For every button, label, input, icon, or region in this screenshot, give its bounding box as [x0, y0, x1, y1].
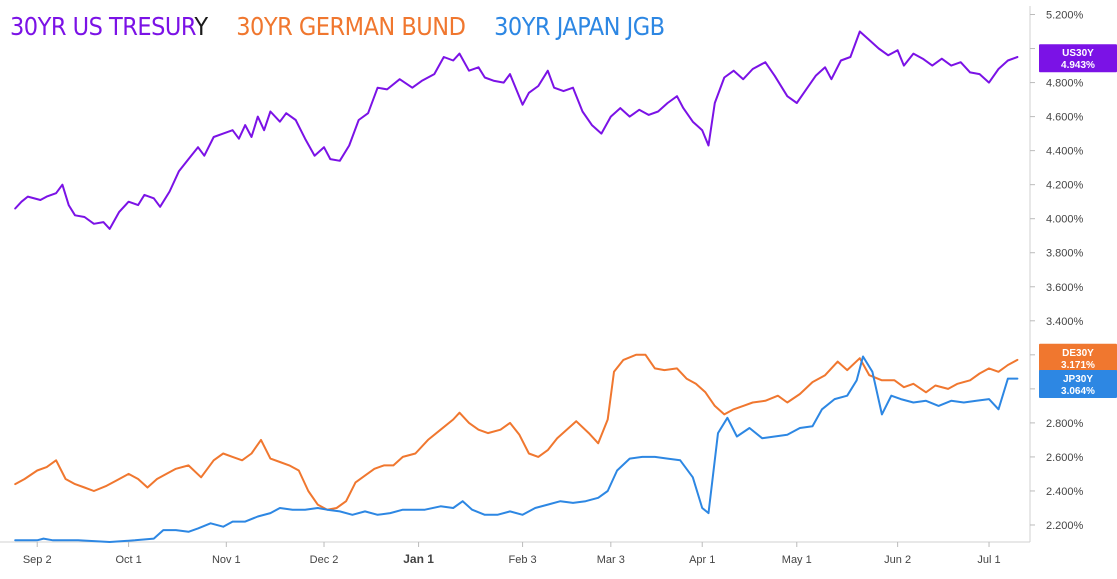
y-tick-label: 4.000%: [1046, 214, 1084, 226]
last-value-tag-de30y: [1039, 343, 1117, 372]
x-tick-label: Dec 2: [310, 554, 339, 566]
y-tick-label: 2.400%: [1046, 486, 1084, 498]
legend-de-label: 30YR GERMAN BUND: [236, 12, 466, 41]
y-tick-label: 5.200%: [1046, 10, 1084, 22]
y-tick-label: 4.400%: [1046, 146, 1084, 158]
x-tick-label: Sep 2: [23, 554, 52, 566]
last-value-tag-jp30y: [1039, 369, 1117, 398]
x-tick-label: Apr 1: [689, 554, 715, 566]
last-value-tag-value: 3.171%: [1061, 360, 1095, 371]
y-tick-label: 2.800%: [1046, 418, 1084, 430]
series-line-us30y: [14, 30, 1019, 230]
x-tick-label: May 1: [782, 554, 812, 566]
x-tick-label: Jun 2: [884, 554, 911, 566]
legend-us-label: 30YR US TRESUR: [10, 12, 195, 41]
last-value-tag-name: JP30Y: [1063, 374, 1093, 385]
y-tick-label: 4.600%: [1046, 112, 1084, 124]
last-value-tag-value: 4.943%: [1061, 60, 1095, 71]
y-tick-label: 3.800%: [1046, 248, 1084, 260]
legend-jp-label: 30YR JAPAN JGB: [494, 12, 665, 41]
x-tick-label: Feb 3: [509, 554, 537, 566]
last-value-tag-name: DE30Y: [1062, 348, 1094, 359]
series-line-de30y: [14, 353, 1019, 511]
y-tick-label: 4.800%: [1046, 78, 1084, 90]
series-line-jp30y: [14, 355, 1019, 543]
last-value-tag-value: 3.064%: [1061, 386, 1095, 397]
legend: 30YR US TRESURY 30YR GERMAN BUND 30YR JA…: [10, 12, 687, 41]
legend-us-label-tail: Y: [194, 12, 208, 41]
x-tick-label: Mar 3: [597, 554, 625, 566]
last-value-tag-name: US30Y: [1062, 48, 1094, 59]
y-tick-label: 3.400%: [1046, 316, 1084, 328]
x-tick-label: Jul 1: [977, 554, 1000, 566]
y-tick-label: 3.600%: [1046, 282, 1084, 294]
x-tick-label: Nov 1: [212, 554, 241, 566]
last-value-tag-us30y: [1039, 44, 1117, 73]
x-tick-label: Oct 1: [115, 554, 141, 566]
legend-item-us: 30YR US TRESURY: [10, 12, 208, 41]
y-tick-label: 2.200%: [1046, 520, 1084, 532]
y-tick-label: 2.600%: [1046, 452, 1084, 464]
y-tick-label: 4.200%: [1046, 180, 1084, 192]
x-tick-label: Jan 1: [403, 552, 434, 566]
